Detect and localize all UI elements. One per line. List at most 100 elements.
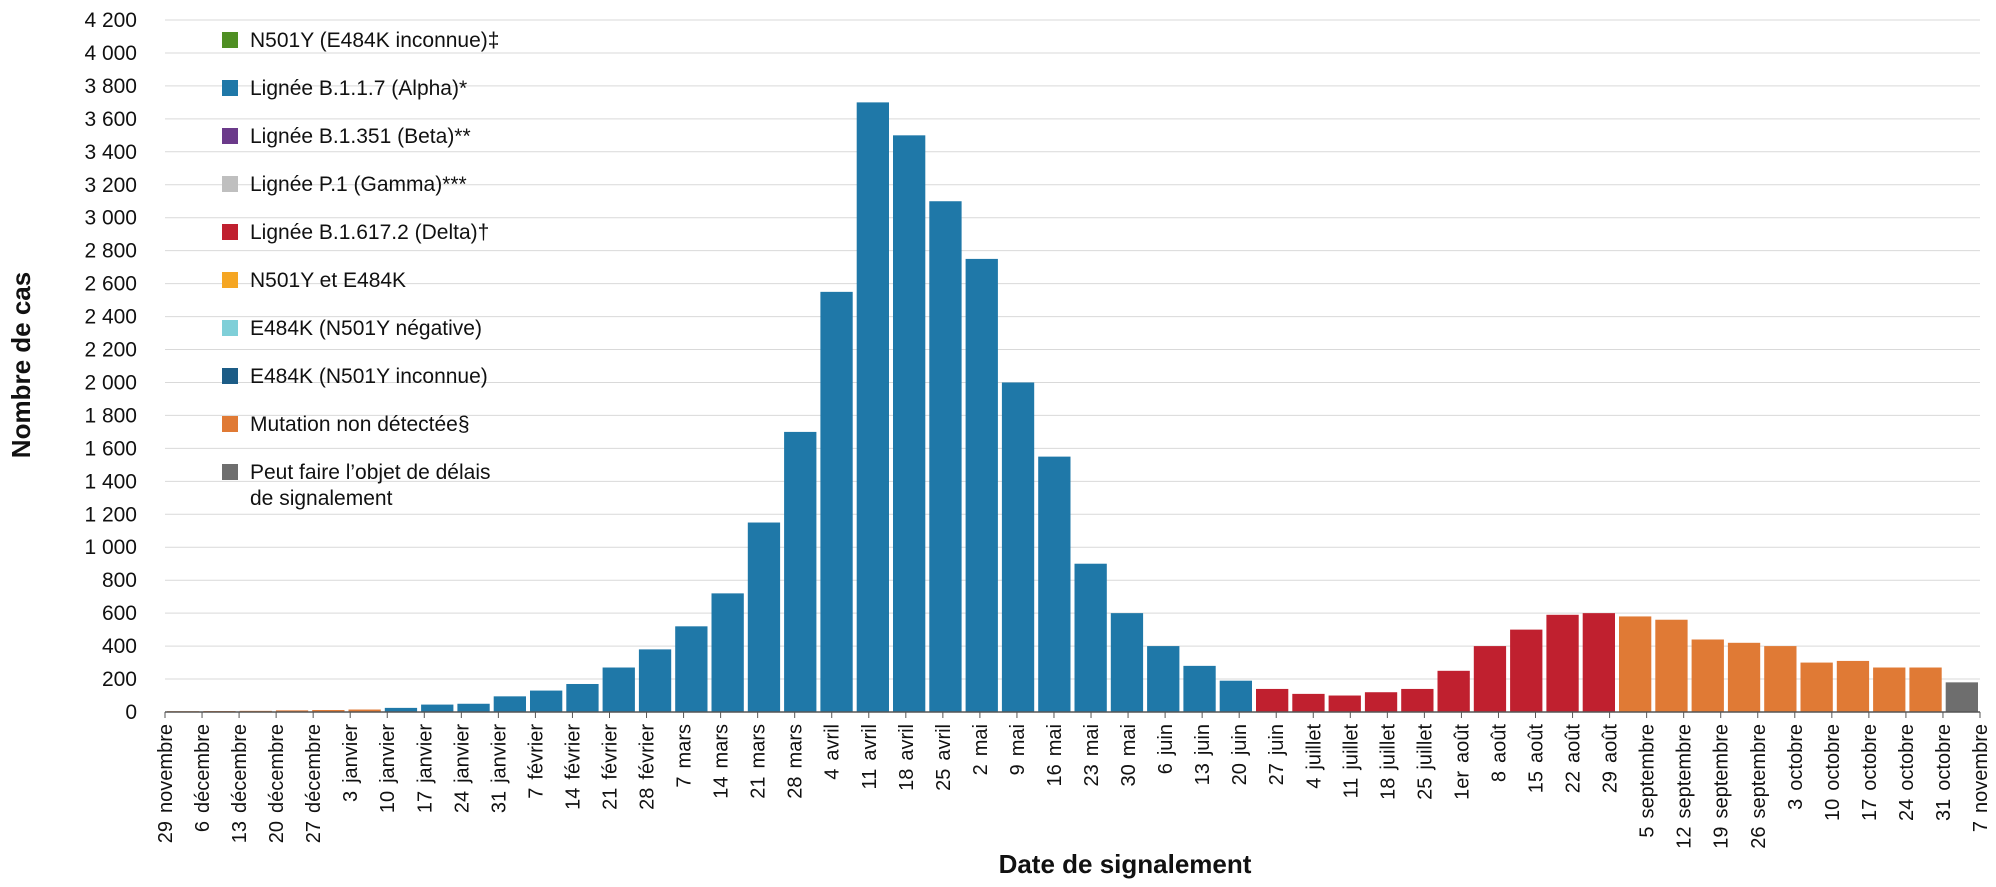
- x-tick-day: 27: [303, 821, 325, 843]
- x-tick-label: 4 juillet: [1303, 724, 1325, 789]
- x-tick-label: 24 janvier: [451, 724, 473, 814]
- x-tick-label: 23 mai: [1081, 724, 1103, 786]
- x-tick-day: 5: [1637, 827, 1659, 838]
- x-tick-label: 28 février: [637, 724, 659, 810]
- x-tick-label: 16 mai: [1044, 724, 1066, 786]
- x-tick-month: juillet: [1340, 724, 1362, 771]
- x-tick-label: 21 février: [599, 724, 621, 810]
- y-tick-label: 4 200: [84, 9, 137, 32]
- bar: [602, 667, 635, 712]
- x-tick-day: 17: [1859, 799, 1881, 821]
- x-tick-month: juin: [1266, 724, 1288, 756]
- legend-label: Lignée B.1.617.2 (Delta)†: [250, 221, 489, 244]
- bar: [384, 707, 418, 712]
- bar: [1800, 662, 1833, 712]
- x-tick-month: mai: [1044, 724, 1066, 756]
- x-tick-month: janvier: [414, 724, 436, 784]
- legend-label: N501Y (E484K inconnue)‡: [250, 29, 499, 52]
- x-tick-day: 10: [377, 791, 399, 813]
- x-tick-day: 24: [1896, 799, 1918, 821]
- x-tick-month: mai: [1081, 724, 1103, 756]
- x-tick-month: avril: [896, 724, 918, 761]
- bar: [929, 201, 962, 712]
- x-tick-month: mars: [711, 724, 733, 768]
- y-axis-title: Nombre de cas: [6, 272, 36, 458]
- x-tick-label: 7 mars: [674, 724, 696, 788]
- x-tick-month: avril: [859, 724, 881, 761]
- x-tick-day: 28: [785, 776, 807, 798]
- bar: [1328, 695, 1361, 712]
- x-tick-label: 17 octobre: [1859, 724, 1881, 821]
- y-tick-label: 600: [102, 602, 137, 625]
- x-tick-label: 3 janvier: [340, 724, 362, 802]
- legend-label-line: de signalement: [250, 487, 393, 510]
- bar: [1219, 680, 1252, 712]
- x-tick-month: octobre: [1785, 724, 1807, 791]
- x-tick-day: 25: [1414, 778, 1436, 800]
- x-tick-label: 13 décembre: [229, 724, 251, 843]
- x-tick-label: 6 décembre: [192, 724, 214, 832]
- x-tick-label: 21 mars: [748, 724, 770, 799]
- x-tick-label: 24 octobre: [1896, 724, 1918, 821]
- x-tick-label: 22 août: [1563, 724, 1585, 794]
- x-tick-day: 29: [1600, 771, 1622, 793]
- x-tick-label: 15 août: [1526, 724, 1548, 794]
- x-tick-day: 6: [1155, 763, 1177, 774]
- x-tick-month: mars: [748, 724, 770, 768]
- x-tick-label: 19 septembre: [1711, 724, 1733, 849]
- x-tick-day: 28: [637, 788, 659, 810]
- bar: [1655, 619, 1688, 712]
- x-tick-month: juillet: [1377, 724, 1399, 771]
- x-tick-label: 26 septembre: [1748, 724, 1770, 849]
- x-tick-label: 20 juin: [1229, 724, 1251, 785]
- x-tick-month: septembre: [1711, 724, 1733, 819]
- bar: [1582, 613, 1615, 712]
- x-tick-day: 31: [488, 791, 510, 813]
- bar: [747, 522, 781, 712]
- bar: [638, 649, 672, 712]
- bar: [1183, 665, 1216, 712]
- x-tick-label: 18 avril: [896, 724, 918, 791]
- bar: [1473, 646, 1507, 712]
- x-tick-month: septembre: [1637, 724, 1659, 819]
- x-tick-month: octobre: [1896, 724, 1918, 791]
- y-tick-label: 2 000: [84, 371, 137, 394]
- legend-swatch: [222, 368, 238, 384]
- x-tick-label: 3 octobre: [1785, 724, 1807, 810]
- x-tick-day: 7: [674, 776, 696, 787]
- gridlines: [165, 19, 1980, 680]
- x-tick-day: 10: [1822, 799, 1844, 821]
- x-tick-day: 13: [1192, 763, 1214, 785]
- x-tick-label: 10 octobre: [1822, 724, 1844, 821]
- legend-label-line: Peut faire l’objet de délais: [250, 461, 491, 484]
- x-tick-label: 13 juin: [1192, 724, 1214, 785]
- x-tick-month: octobre: [1933, 724, 1955, 791]
- x-tick-day: 6: [192, 821, 214, 832]
- x-tick-label: 14 mars: [711, 724, 733, 799]
- x-tick-day: 18: [1377, 778, 1399, 800]
- y-tick-label: 3 200: [84, 174, 137, 197]
- x-tick-label: 7 février: [525, 724, 547, 799]
- x-tick-month: février: [562, 724, 584, 780]
- legend-swatch: [222, 80, 238, 96]
- y-tick-label: 1 000: [84, 536, 137, 559]
- bar: [275, 710, 309, 712]
- y-tick-label: 0: [125, 701, 137, 724]
- legend-swatch: [222, 464, 238, 480]
- x-tick-day: 9: [1007, 764, 1029, 775]
- y-tick-label: 200: [102, 668, 137, 691]
- x-axis-title: Date de signalement: [999, 849, 1252, 879]
- bar: [1292, 693, 1325, 712]
- x-tick-month: janvier: [340, 724, 362, 784]
- x-tick-month: janvier: [488, 724, 510, 784]
- legend: N501Y (E484K inconnue)‡ Lignée B.1.1.7 (A…: [222, 29, 499, 510]
- x-tick-label: 25 juillet: [1414, 724, 1436, 800]
- x-tick-day: 24: [451, 791, 473, 813]
- x-tick-month: août: [1600, 724, 1622, 763]
- x-tick-month: novembre: [1970, 724, 1992, 813]
- bar: [1510, 629, 1543, 712]
- bar: [1764, 646, 1797, 712]
- legend-swatch: [222, 128, 238, 144]
